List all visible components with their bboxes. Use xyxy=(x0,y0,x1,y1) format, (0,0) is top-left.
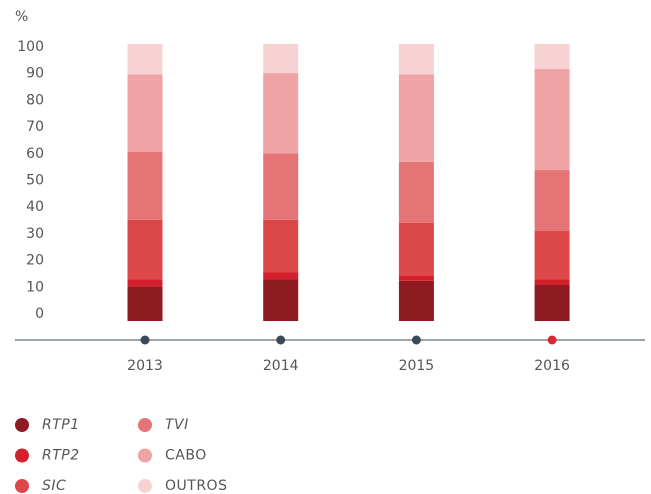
bar-segment xyxy=(263,44,299,74)
y-tick-label: 10 xyxy=(26,279,44,295)
bar-segment xyxy=(534,68,570,171)
x-marker xyxy=(547,335,557,345)
bar-segment xyxy=(398,222,434,276)
legend-label: CABO xyxy=(165,448,207,464)
legend-label: OUTROS xyxy=(165,478,227,494)
bar-segment xyxy=(398,44,434,75)
bar-segment xyxy=(398,280,434,321)
bar-segment xyxy=(398,161,434,223)
bar-segment xyxy=(398,275,434,281)
legend-swatch xyxy=(138,448,152,463)
x-marker xyxy=(276,335,286,345)
y-tick-label: 70 xyxy=(26,119,44,135)
bar-segment xyxy=(534,279,570,285)
y-tick-label: 50 xyxy=(26,173,44,189)
bar-segment xyxy=(398,74,434,162)
x-marker xyxy=(140,335,150,345)
bar-segment xyxy=(534,230,570,280)
legend-label: SIC xyxy=(42,478,66,494)
bar-segment xyxy=(127,74,163,153)
bar-segment xyxy=(534,170,570,231)
bar-segment xyxy=(127,279,163,287)
y-tick-label: 30 xyxy=(26,226,44,242)
y-tick-label: 90 xyxy=(26,66,44,82)
x-tick-label: 2015 xyxy=(399,358,435,374)
y-tick-label: 80 xyxy=(26,92,44,108)
legend-swatch xyxy=(15,418,29,432)
bar-segment xyxy=(534,44,570,69)
bar-segment xyxy=(263,153,299,220)
legend-swatch xyxy=(15,479,29,493)
bar-segment xyxy=(127,286,163,321)
x-tick-label: 2013 xyxy=(127,358,163,374)
bar-segment xyxy=(534,284,570,321)
bar-segment xyxy=(263,219,299,273)
legend-swatch xyxy=(138,479,152,493)
bar-segment xyxy=(263,73,299,154)
x-tick-label: 2014 xyxy=(263,358,299,374)
legend-label: TVI xyxy=(165,417,189,433)
bar-segment xyxy=(127,44,163,75)
legend-swatch xyxy=(138,418,152,432)
x-marker xyxy=(411,335,421,345)
legend-label: RTP2 xyxy=(42,448,80,464)
y-unit: % xyxy=(15,9,28,25)
bar-segment xyxy=(263,279,299,321)
y-tick-label: 60 xyxy=(26,146,44,162)
legend-label: RTP1 xyxy=(42,417,80,433)
y-tick-label: 0 xyxy=(35,306,44,322)
bar-segment xyxy=(127,219,163,280)
bar-segment xyxy=(127,152,163,220)
y-tick-label: 40 xyxy=(26,199,44,215)
legend-swatch xyxy=(15,448,29,463)
x-tick-label: 2016 xyxy=(534,358,570,374)
bar-segment xyxy=(263,272,299,280)
y-tick-label: 20 xyxy=(26,253,44,269)
y-tick-label: 100 xyxy=(17,39,44,55)
